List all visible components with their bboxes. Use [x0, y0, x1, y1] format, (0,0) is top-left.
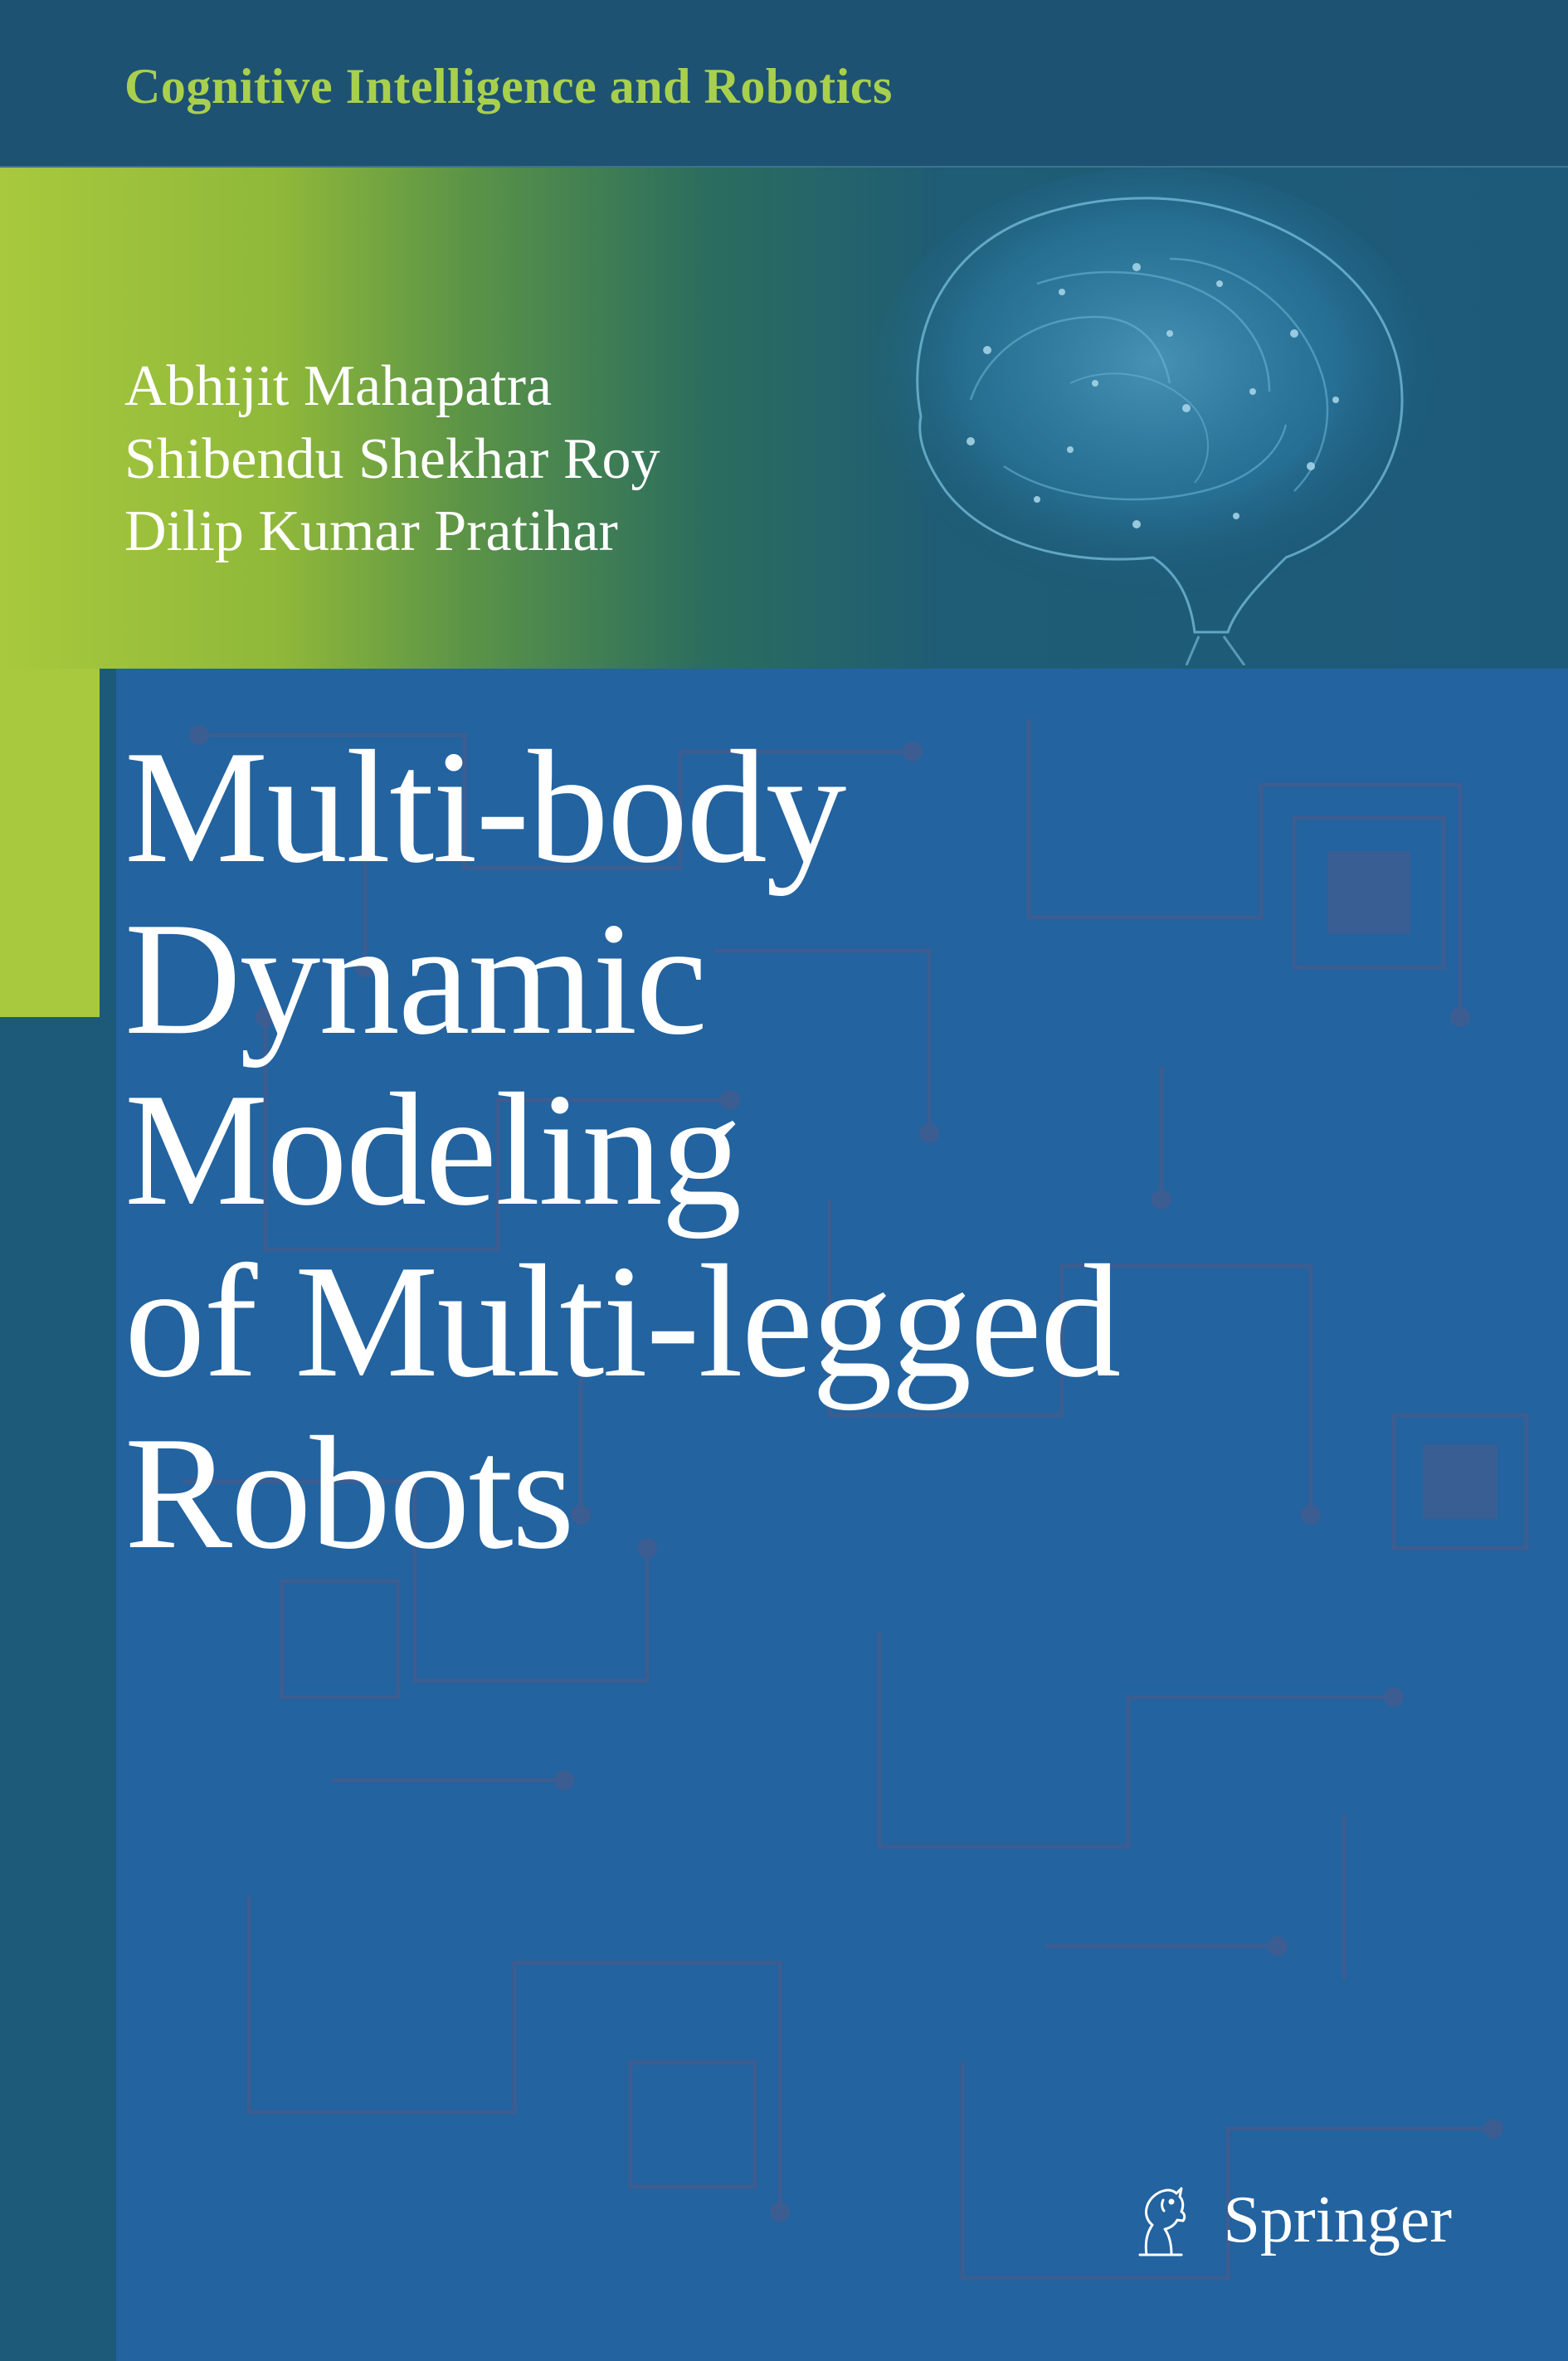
author-2: Shibendu Shekhar Roy: [124, 423, 660, 496]
middle-band: Abhijit Mahapatra Shibendu Shekhar Roy D…: [0, 168, 1568, 669]
authors-block: Abhijit Mahapatra Shibendu Shekhar Roy D…: [124, 350, 660, 568]
book-title: Multi-body Dynamic Modeling of Multi-leg…: [124, 722, 1119, 1579]
title-line-5: Robots: [124, 1404, 573, 1583]
title-line-4: of Multi-legged: [124, 1232, 1119, 1411]
title-line-2: Dynamic: [124, 889, 706, 1069]
green-tab: [0, 669, 100, 1017]
series-title: Cognitive Intelligence and Robotics: [0, 0, 1568, 115]
title-line-1: Multi-body: [124, 718, 845, 897]
publisher-name: Springer: [1223, 2183, 1452, 2258]
book-cover: Cognitive Intelligence and Robotics: [0, 0, 1568, 2361]
top-band: Cognitive Intelligence and Robotics: [0, 0, 1568, 166]
publisher-block: Springer: [1123, 2178, 1452, 2261]
author-3: Dilip Kumar Pratihar: [124, 495, 660, 568]
springer-horse-icon: [1123, 2178, 1198, 2261]
title-line-3: Modeling: [124, 1060, 740, 1239]
author-1: Abhijit Mahapatra: [124, 350, 660, 423]
brain-icon: [821, 168, 1485, 665]
